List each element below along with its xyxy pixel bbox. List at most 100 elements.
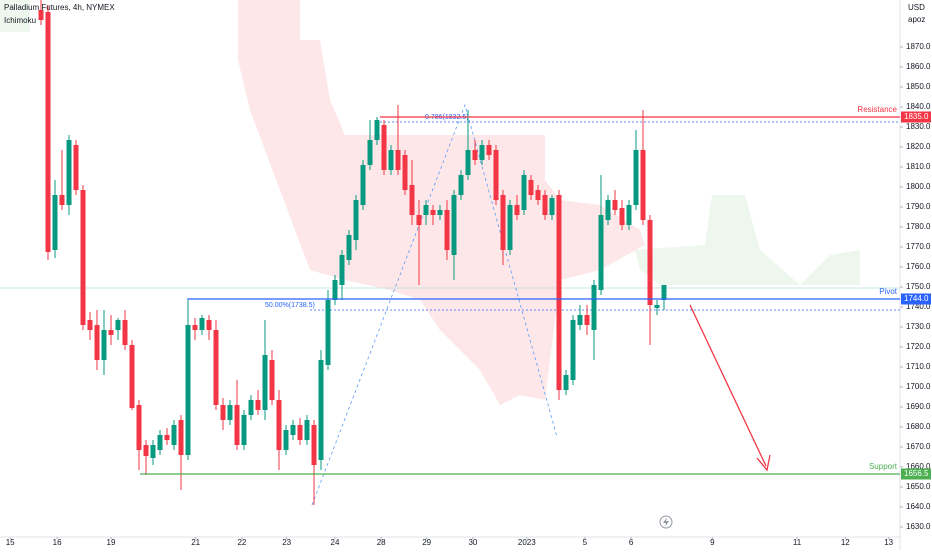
candle-body — [290, 425, 296, 435]
price-tag-label: 1656.5 — [904, 469, 929, 478]
y-tick-label: 1840.0 — [906, 102, 931, 111]
y-tick-label: 1670.0 — [906, 442, 931, 451]
candle-body — [584, 315, 590, 325]
y-tick-label: 1660.0 — [906, 462, 931, 471]
candle-body — [409, 185, 415, 215]
event-icon-bolt — [663, 517, 669, 527]
candle-body — [647, 220, 653, 305]
candle-body — [325, 300, 331, 365]
candle-body — [192, 325, 198, 330]
candle-body — [297, 425, 303, 440]
candle-body — [465, 150, 471, 175]
y-tick-label: 1830.0 — [906, 122, 931, 131]
candle-body — [73, 145, 79, 190]
candle-body — [486, 145, 492, 155]
x-tick-label: 2023 — [518, 538, 536, 547]
candle-body — [381, 125, 387, 170]
candle-body — [45, 12, 51, 252]
y-tick-label: 1810.0 — [906, 162, 931, 171]
candle-body — [521, 175, 527, 210]
y-tick-label: 1870.0 — [906, 42, 931, 51]
y-tick-label: 1630.0 — [906, 522, 931, 531]
candle-body — [101, 330, 107, 360]
candle-body — [542, 195, 548, 215]
candle-body — [493, 150, 499, 200]
candle-body — [59, 195, 65, 205]
candle-body — [528, 180, 534, 195]
candle-body — [339, 255, 345, 285]
fib-trend — [311, 103, 558, 506]
candle-body — [549, 198, 555, 215]
candle-body — [241, 415, 247, 445]
candle-body — [591, 285, 597, 330]
x-tick-label: 11 — [793, 538, 802, 547]
candle-body — [367, 140, 373, 165]
candle-body — [388, 150, 394, 170]
candle-body — [318, 360, 324, 460]
candle-body — [255, 400, 261, 410]
y-tick-label: 1710.0 — [906, 362, 931, 371]
candle-body — [402, 155, 408, 190]
candle-body — [311, 425, 317, 465]
candle-body — [374, 120, 380, 140]
candle-body — [577, 315, 583, 325]
candle-body — [269, 360, 275, 400]
candle-body — [108, 330, 114, 335]
indicator-label: Ichimoku — [4, 16, 36, 25]
candle-body — [458, 175, 464, 195]
candle-body — [360, 165, 366, 205]
candle-body — [80, 190, 86, 325]
y-tick-label: 1650.0 — [906, 482, 931, 491]
candle-body — [129, 345, 135, 408]
candle-body — [178, 420, 184, 455]
y-tick-label: 1720.0 — [906, 342, 931, 351]
candle-body — [605, 200, 611, 220]
price-tag-label: 1835.0 — [904, 112, 929, 121]
candle-body — [626, 205, 632, 225]
candle-body — [395, 150, 401, 170]
y-tick-label: 1730.0 — [906, 322, 931, 331]
candle-body — [598, 215, 604, 290]
fib-label: 50.00%(1738.5) — [265, 302, 315, 309]
x-tick-label: 29 — [422, 538, 431, 547]
y-tick-label: 1740.0 — [906, 302, 931, 311]
y-tick-label: 1690.0 — [906, 402, 931, 411]
candle-body — [479, 145, 485, 160]
x-tick-label: 21 — [191, 538, 200, 547]
candle-body — [654, 305, 660, 308]
candle-body — [423, 205, 429, 215]
projection-arrow — [689, 304, 767, 467]
x-tick-label: 5 — [583, 538, 588, 547]
y-tick-label: 1790.0 — [906, 202, 931, 211]
y-tick-label: 1800.0 — [906, 182, 931, 191]
y-tick-label: 1850.0 — [906, 82, 931, 91]
candle-body — [52, 195, 58, 250]
x-tick-label: 19 — [107, 538, 116, 547]
candle-body — [150, 445, 156, 458]
cloud-bullish — [635, 195, 860, 285]
candle-body — [353, 200, 359, 240]
candle-body — [283, 430, 289, 450]
candle-body — [234, 405, 240, 445]
candle-body — [220, 405, 226, 420]
price-tag — [901, 111, 931, 123]
candle-body — [227, 405, 233, 420]
x-tick-label: 23 — [282, 538, 291, 547]
chart-title: Palladium Futures, 4h, NYMEX — [4, 3, 115, 12]
candle-body — [38, 10, 44, 20]
candle-body — [213, 330, 219, 405]
candle-body — [500, 195, 506, 250]
cloud-bearish — [238, 0, 645, 405]
candle-body — [115, 320, 121, 330]
candle-body — [514, 205, 520, 215]
candle-body — [619, 208, 625, 225]
x-tick-label: 30 — [468, 538, 477, 547]
x-tick-label: 13 — [884, 538, 893, 547]
candle-body — [248, 400, 254, 415]
candle-body — [451, 195, 457, 255]
level-name: Support — [869, 462, 898, 471]
level-name: Pivot — [879, 287, 898, 296]
candle-body — [507, 205, 513, 250]
